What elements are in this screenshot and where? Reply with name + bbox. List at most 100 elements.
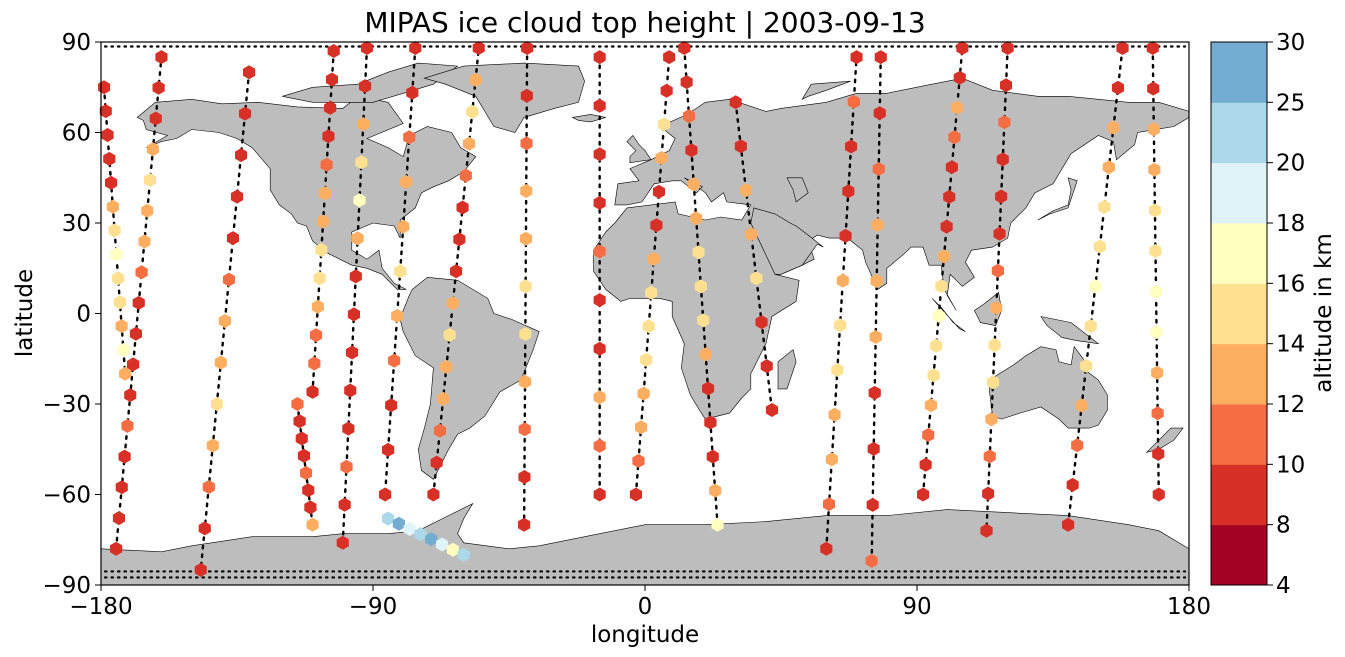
cloud-height-marker — [110, 541, 123, 556]
land-madagascar — [777, 349, 797, 390]
cloud-height-marker — [351, 231, 364, 246]
cloud-height-marker — [295, 431, 308, 446]
orbit-track — [341, 46, 369, 544]
cloud-height-marker — [198, 521, 211, 536]
cloud-height-marker — [302, 483, 315, 498]
cloud-height-marker — [993, 226, 1006, 241]
cloud-height-marker — [729, 95, 742, 110]
cloud-height-marker — [101, 128, 114, 142]
cloud-height-marker — [745, 227, 758, 242]
cloud-height-marker — [866, 497, 879, 512]
cloud-height-marker — [336, 535, 349, 550]
cloud-height-marker — [1089, 279, 1102, 294]
cloud-height-marker — [869, 330, 882, 344]
cloud-height-marker — [991, 263, 1004, 278]
cloud-height-marker — [847, 94, 860, 109]
cloud-height-marker — [222, 272, 235, 287]
cloud-height-marker — [1071, 438, 1084, 453]
cloud-height-marker — [382, 442, 395, 457]
cloud-height-marker — [306, 384, 319, 399]
y-tick-label: 30 — [62, 211, 91, 237]
cloud-height-marker — [392, 516, 405, 531]
cloud-height-marker — [520, 184, 533, 198]
cloud-height-marker — [520, 88, 533, 103]
land-scandinavia-caspian — [786, 177, 809, 203]
cloud-height-marker — [983, 449, 996, 464]
cloud-height-marker — [518, 517, 531, 532]
cloud-height-marker — [760, 359, 773, 374]
land-new-guinea — [1040, 316, 1100, 345]
cloud-height-marker — [872, 162, 885, 176]
cloud-height-marker — [338, 497, 351, 512]
cloud-height-marker — [300, 466, 313, 480]
orbit-track — [734, 101, 774, 412]
cloud-height-marker — [1093, 239, 1106, 254]
cloud-height-marker — [706, 449, 719, 464]
cloud-height-marker — [940, 219, 953, 234]
cloud-height-marker — [340, 459, 353, 474]
x-tick-label: 180 — [1167, 594, 1211, 620]
cloud-height-marker — [980, 523, 993, 538]
cloud-height-marker — [324, 100, 337, 115]
cloud-height-marker — [593, 98, 606, 113]
colorbar-segment — [1211, 223, 1267, 284]
cloud-height-marker — [311, 299, 324, 314]
cloud-height-marker — [194, 562, 207, 577]
cloud-height-marker — [235, 148, 248, 163]
cloud-height-marker — [310, 328, 323, 343]
cloud-height-marker — [998, 115, 1011, 130]
cloud-height-marker — [519, 374, 532, 389]
cloud-height-marker — [132, 295, 145, 310]
cloud-height-marker — [593, 487, 606, 502]
cloud-height-marker — [433, 423, 446, 438]
cloud-height-marker — [141, 203, 154, 218]
cloud-height-marker — [831, 363, 844, 377]
cloud-height-marker — [110, 247, 123, 262]
colorbar-segment — [1211, 464, 1267, 526]
cloud-height-marker — [155, 50, 168, 65]
cloud-height-marker — [520, 136, 533, 151]
colorbar-segment — [1211, 162, 1267, 224]
cloud-height-marker — [347, 307, 360, 322]
cloud-height-marker — [1075, 398, 1088, 413]
cloud-height-marker — [115, 319, 128, 334]
cloud-height-marker — [699, 347, 712, 362]
cloud-height-marker — [593, 244, 606, 259]
cloud-height-marker — [873, 106, 886, 121]
colorbar-tick-label: 4 — [1276, 573, 1291, 599]
cloud-height-marker — [414, 527, 427, 542]
colorbar-segment — [1211, 102, 1267, 164]
cloud-height-marker — [349, 269, 362, 284]
cloud-height-marker — [342, 421, 355, 436]
cloud-height-marker — [765, 403, 778, 417]
cloud-height-marker — [1147, 122, 1160, 137]
colorbar-label: altitude in km — [1311, 233, 1337, 393]
cloud-height-marker — [427, 487, 440, 502]
cloud-height-marker — [440, 359, 453, 374]
cloud-height-marker — [457, 547, 470, 562]
cloud-height-marker — [1080, 358, 1093, 373]
land-greenland — [423, 62, 585, 133]
cloud-height-marker — [317, 214, 330, 229]
cloud-height-marker — [1062, 517, 1075, 532]
cloud-height-marker — [149, 111, 162, 126]
cloud-height-marker — [678, 41, 691, 55]
colorbar-tick-label: 12 — [1276, 392, 1305, 418]
cloud-height-marker — [397, 219, 410, 234]
cloud-height-marker — [322, 129, 335, 144]
cloud-height-marker — [1148, 203, 1161, 218]
cloud-height-marker — [652, 184, 665, 199]
cloud-height-marker — [1146, 41, 1159, 55]
cloud-height-marker — [943, 189, 956, 204]
cloud-height-marker — [945, 160, 958, 175]
cloud-height-marker — [129, 326, 142, 341]
cloud-height-marker — [344, 383, 357, 398]
cloud-height-marker — [117, 343, 130, 357]
cloud-height-marker — [406, 85, 419, 100]
x-tick-label: −90 — [349, 594, 398, 620]
colorbar-tick-label: 25 — [1276, 90, 1305, 116]
cloud-height-marker — [430, 455, 443, 470]
cloud-height-marker — [1147, 81, 1160, 96]
cloud-height-marker — [327, 44, 340, 58]
cloud-height-marker — [306, 517, 319, 532]
